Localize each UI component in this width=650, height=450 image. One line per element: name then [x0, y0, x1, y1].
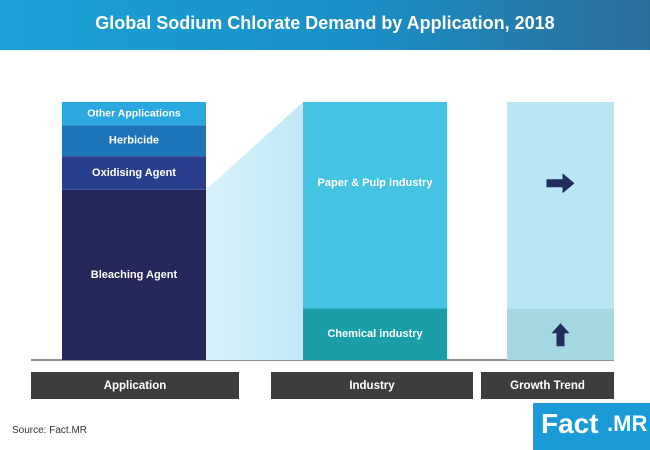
drilldown-connector: [206, 102, 303, 360]
bar-paper-and-pulp-industry: [303, 102, 447, 309]
bar-label-oxidising-agent: Oxidising Agent: [92, 167, 176, 179]
footer-bar-industry: [271, 372, 473, 399]
footer-label-growth-trend: Growth Trend: [510, 380, 585, 392]
arrow-right-icon: [546, 173, 575, 194]
bar-bleaching-agent: [62, 189, 206, 360]
footer-bar-growth-trend: [481, 372, 614, 399]
bar-label-chemical-industry: Chemical industry: [327, 328, 423, 340]
logo-text-mr: .MR: [607, 411, 648, 436]
bar-herbicide: [62, 125, 206, 157]
source-note: Source: Fact.MR: [12, 425, 88, 436]
footer-label-industry: Industry: [349, 380, 395, 392]
bar-label-paper-and-pulp-industry: Paper & Pulp industry: [318, 177, 434, 189]
trend-bar-paper-and-pulp-industry: [507, 102, 614, 309]
bar-chemical-industry: [303, 308, 447, 360]
bar-oxidising-agent: [62, 156, 206, 190]
footer-label-application: Application: [104, 380, 167, 392]
footer-bar-application: [31, 372, 239, 399]
bar-other-applications: [62, 102, 206, 126]
bar-label-bleaching-agent: Bleaching Agent: [91, 269, 178, 281]
arrow-up-icon: [551, 323, 570, 347]
chart-title: Global Sodium Chlorate Demand by Applica…: [95, 13, 555, 33]
bar-label-other-applications: Other Applications: [87, 107, 181, 119]
bar-label-herbicide: Herbicide: [109, 135, 159, 147]
title-banner: [0, 0, 650, 50]
factmr-logo: Fact .MR: [533, 403, 650, 450]
logo-text-fact: Fact: [541, 408, 599, 439]
